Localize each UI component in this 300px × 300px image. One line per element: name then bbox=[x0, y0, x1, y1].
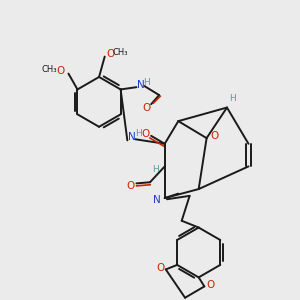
Text: H: H bbox=[152, 165, 159, 174]
Text: O: O bbox=[210, 131, 219, 141]
Text: O: O bbox=[206, 280, 214, 290]
Text: H: H bbox=[229, 94, 236, 103]
Text: O: O bbox=[141, 129, 150, 139]
Text: CH₃: CH₃ bbox=[113, 48, 128, 57]
Text: N: N bbox=[128, 132, 136, 142]
Text: O: O bbox=[156, 263, 164, 273]
Text: O: O bbox=[106, 49, 115, 59]
Text: H: H bbox=[135, 129, 142, 138]
Text: O: O bbox=[127, 181, 135, 191]
Text: CH₃: CH₃ bbox=[41, 64, 57, 74]
Text: O: O bbox=[142, 103, 151, 112]
Text: H: H bbox=[143, 78, 150, 87]
Text: N: N bbox=[137, 80, 145, 90]
Text: N: N bbox=[153, 195, 161, 206]
Text: O: O bbox=[56, 66, 64, 76]
